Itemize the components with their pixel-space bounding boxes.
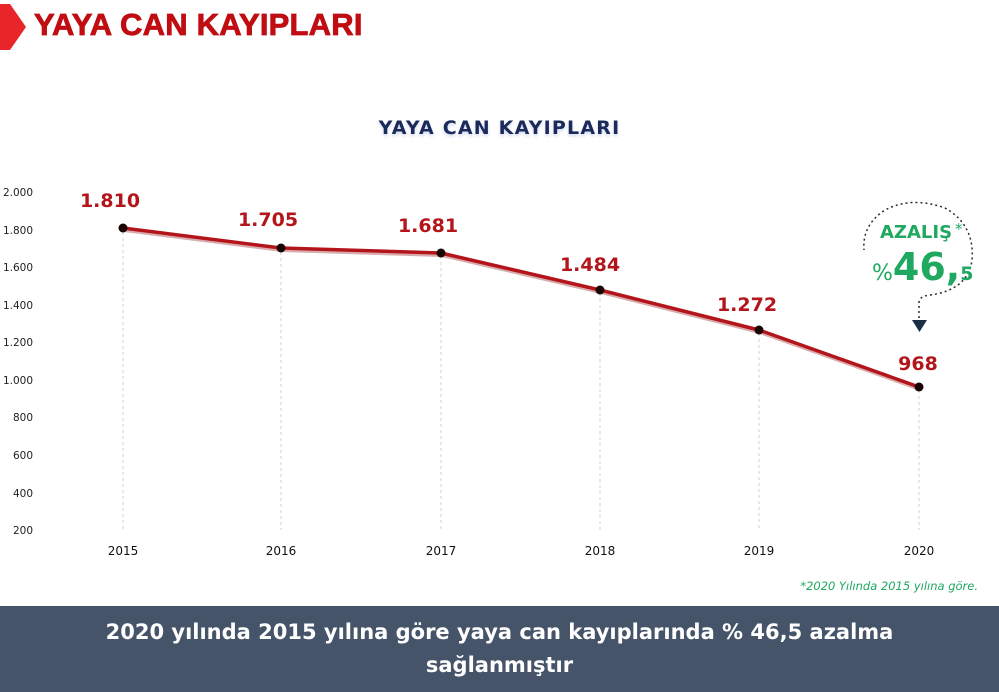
y-tick: 2.000 [3, 187, 33, 199]
data-label-2016: 1.705 [238, 209, 298, 231]
y-tick: 600 [13, 450, 33, 462]
callout-decrease-value: %46,5 [872, 245, 973, 289]
y-tick: 200 [13, 525, 33, 537]
data-label-2019: 1.272 [717, 294, 777, 316]
summary-text: 2020 yılında 2015 yılına göre yaya can k… [105, 620, 894, 677]
data-label-2020: 968 [898, 353, 938, 375]
decrease-value-decimal: 5 [960, 263, 974, 285]
line-chart: 2.000 1.800 1.600 1.400 1.200 1.000 800 … [3, 187, 974, 558]
data-label-2018: 1.484 [560, 254, 620, 276]
down-arrow-icon [912, 320, 927, 332]
data-point-2015 [118, 223, 128, 233]
page-title: YAYA CAN KAYIPLARI [34, 7, 363, 43]
data-point-2018 [595, 285, 605, 295]
x-tick: 2019 [744, 544, 775, 558]
callout-dotted-loop [863, 201, 974, 318]
y-tick: 1.200 [3, 337, 33, 349]
summary-banner: 2020 yılında 2015 yılına göre yaya can k… [0, 606, 999, 692]
data-point-2017 [436, 248, 446, 258]
data-point-2019 [754, 325, 764, 335]
x-axis: 2015 2016 2017 2018 2019 2020 [108, 544, 935, 558]
y-axis: 2.000 1.800 1.600 1.400 1.200 1.000 800 … [3, 187, 33, 537]
footnote: *2020 Yılında 2015 yılına göre. [800, 579, 978, 593]
callout-decrease-label: AZALIŞ [880, 222, 953, 243]
y-tick: 800 [13, 412, 33, 424]
data-line [123, 228, 921, 391]
y-tick: 1.000 [3, 375, 33, 387]
x-tick: 2017 [426, 544, 457, 558]
x-tick: 2015 [108, 544, 139, 558]
data-point-2016 [276, 243, 286, 253]
x-tick: 2018 [585, 544, 616, 558]
x-tick: 2016 [266, 544, 297, 558]
x-tick: 2020 [904, 544, 935, 558]
data-line-main [122, 226, 920, 389]
data-markers [118, 223, 924, 392]
chart-title: YAYA CAN KAYIPLARI [378, 117, 621, 139]
data-label-2015: 1.810 [80, 190, 140, 212]
y-tick: 1.800 [3, 225, 33, 237]
data-label-2017: 1.681 [398, 215, 458, 237]
decrease-value-main: 46, [892, 245, 961, 289]
callout-asterisk: * [955, 220, 963, 238]
y-tick: 400 [13, 488, 33, 500]
y-tick: 1.600 [3, 262, 33, 274]
data-point-2020 [914, 382, 924, 392]
percent-sign: % [872, 261, 893, 286]
y-tick: 1.400 [3, 300, 33, 312]
data-labels: 1.810 1.705 1.681 1.484 1.272 968 [80, 190, 938, 375]
grid-lines [122, 232, 920, 530]
